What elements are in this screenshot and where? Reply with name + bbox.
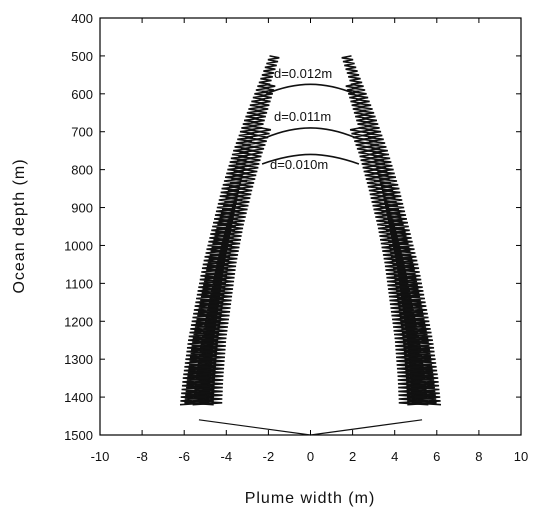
x-tick-label: 0 bbox=[307, 449, 314, 464]
x-tick-label: 8 bbox=[475, 449, 482, 464]
x-tick-label: -4 bbox=[221, 449, 233, 464]
y-tick-label: 1200 bbox=[64, 314, 93, 329]
y-tick-label: 1100 bbox=[65, 276, 93, 291]
y-tick-label: 600 bbox=[71, 87, 93, 102]
plume-left-edge bbox=[192, 127, 272, 406]
x-tick-label: 6 bbox=[433, 449, 440, 464]
y-tick-label: 900 bbox=[71, 201, 93, 216]
y-tick-label: 700 bbox=[71, 125, 93, 140]
y-axis-label: Ocean depth (m) bbox=[11, 158, 28, 293]
x-tick-label: -10 bbox=[91, 449, 110, 464]
y-tick-label: 800 bbox=[71, 163, 93, 178]
annotation-d-0.011: d=0.011m bbox=[274, 109, 331, 124]
y-tick-label: 1400 bbox=[64, 390, 93, 405]
x-tick-label: -2 bbox=[263, 449, 275, 464]
x-tick-label: -6 bbox=[178, 449, 190, 464]
plume-top-cap bbox=[265, 83, 356, 95]
x-axis-ticks: -10 -8 -6 -4 -2 0 2 4 6 8 10 bbox=[91, 18, 528, 464]
y-tick-label: 1300 bbox=[64, 352, 93, 367]
y-tick-label: 1000 bbox=[64, 238, 93, 253]
plume-right-edge bbox=[349, 127, 429, 406]
plume-top-cap bbox=[265, 127, 356, 139]
plume-envelopes bbox=[179, 55, 442, 436]
x-tick-label: -8 bbox=[136, 449, 148, 464]
x-tick-label: 10 bbox=[514, 449, 528, 464]
y-tick-label: 500 bbox=[71, 49, 93, 64]
x-tick-label: 4 bbox=[391, 449, 398, 464]
x-tick-label: 2 bbox=[349, 449, 356, 464]
y-axis-ticks: 400 500 600 700 800 900 1000 1100 1200 1300 1400 15… bbox=[64, 11, 521, 443]
annotation-d-0.012: d=0.012m bbox=[274, 66, 332, 81]
x-axis-label: Plume width (m) bbox=[245, 490, 376, 507]
y-tick-label: 400 bbox=[71, 11, 93, 26]
annotation-d-0.010: d=0.010m bbox=[270, 157, 328, 172]
plume-series bbox=[192, 127, 429, 406]
y-tick-label: 1500 bbox=[64, 428, 93, 443]
plume-top-cap bbox=[261, 153, 360, 165]
